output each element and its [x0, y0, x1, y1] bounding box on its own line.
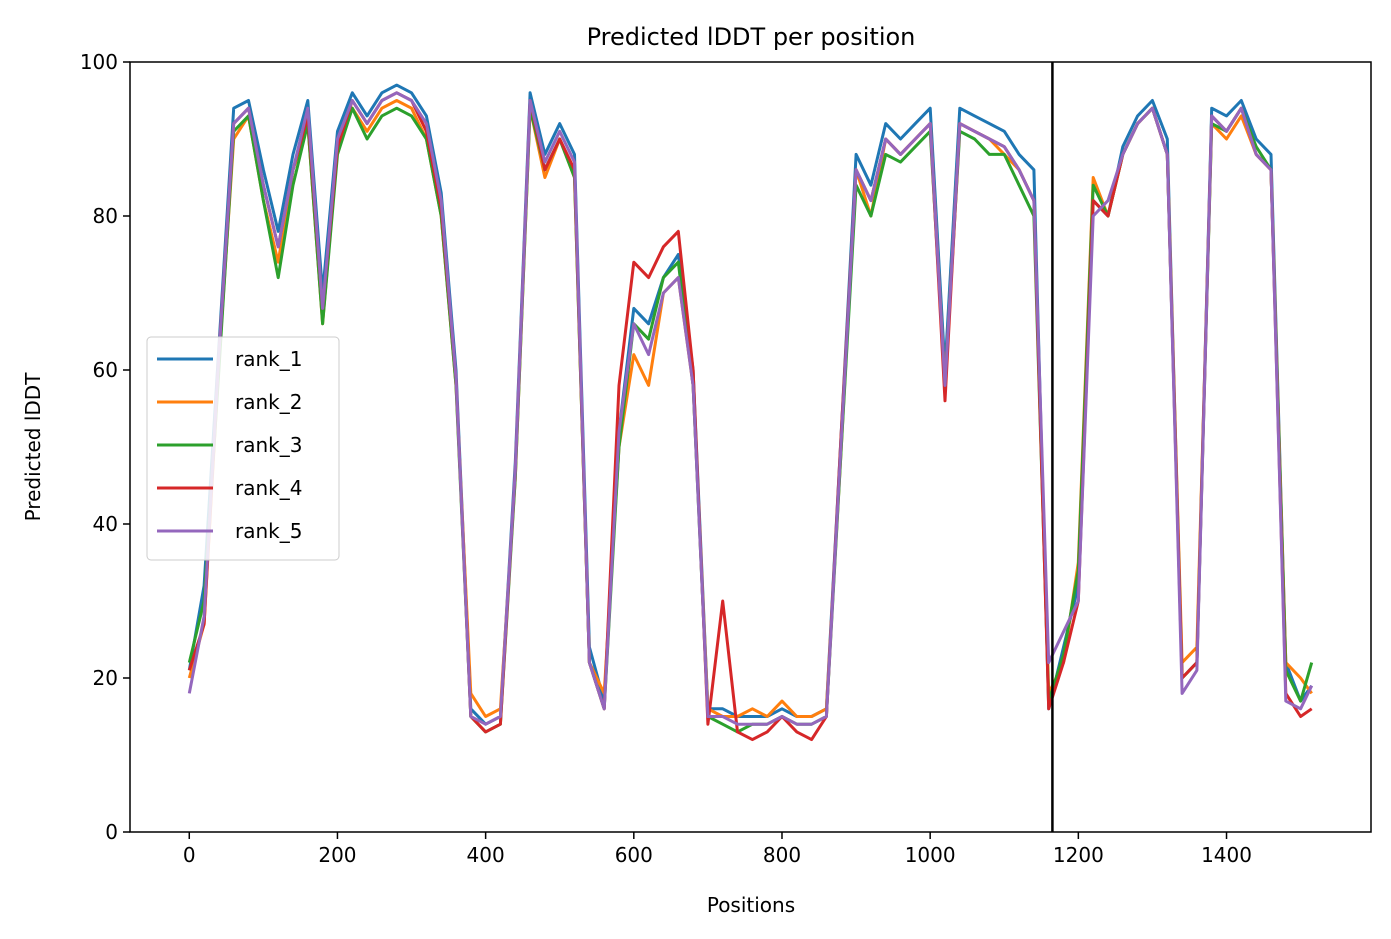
x-tick-label: 400 — [467, 843, 505, 867]
x-tick-label: 200 — [318, 843, 356, 867]
x-axis-ticks: 0 200 400 600 800 1000 1200 1400 — [183, 832, 1252, 867]
y-axis-ticks: 0 20 40 60 80 100 — [80, 50, 130, 844]
chart-title: Predicted lDDT per position — [587, 23, 916, 51]
legend-box — [146, 336, 340, 561]
y-tick-label: 60 — [93, 358, 118, 382]
legend-label-rank_1: rank_1 — [235, 347, 302, 371]
legend-label-rank_4: rank_4 — [235, 476, 302, 500]
y-tick-label: 0 — [105, 820, 118, 844]
y-tick-label: 80 — [93, 204, 118, 228]
y-axis-title: Predicted lDDT — [21, 372, 45, 522]
plot-frame — [129, 61, 1372, 833]
y-tick-label: 40 — [93, 512, 118, 536]
x-tick-label: 1200 — [1053, 843, 1104, 867]
series-line-rank_1 — [187, 83, 1313, 726]
legend-label-rank_5: rank_5 — [235, 519, 302, 543]
y-tick-label: 100 — [80, 50, 118, 74]
x-tick-label: 600 — [615, 843, 653, 867]
x-tick-label: 1000 — [905, 843, 956, 867]
legend-label-rank_3: rank_3 — [235, 433, 302, 457]
series-lines — [187, 83, 1314, 742]
legend-label-rank_2: rank_2 — [235, 390, 302, 414]
x-axis-title: Positions — [707, 893, 795, 917]
x-tick-label: 0 — [183, 843, 196, 867]
legend: rank_1 rank_2 rank_3 rank_4 rank_5 — [146, 336, 340, 561]
x-tick-label: 1400 — [1201, 843, 1252, 867]
series-line-rank_5 — [187, 91, 1314, 726]
y-tick-label: 20 — [93, 666, 118, 690]
x-tick-label: 800 — [763, 843, 801, 867]
